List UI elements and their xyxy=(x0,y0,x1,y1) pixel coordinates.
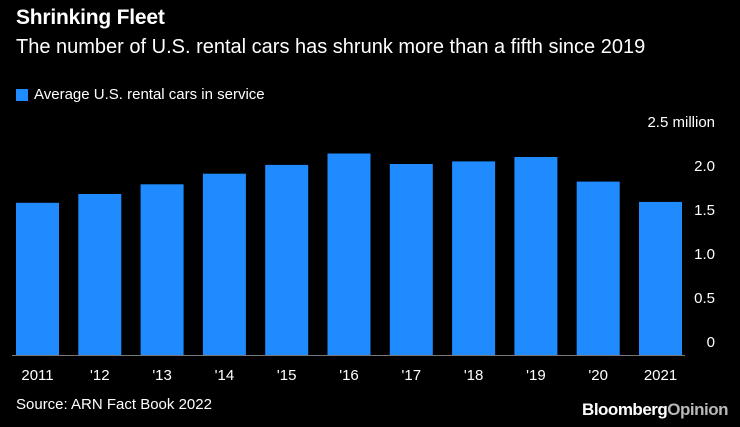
x-tick-label: 2021 xyxy=(644,367,677,384)
brand-secondary: Opinion xyxy=(667,400,728,419)
x-tick-label: '14 xyxy=(215,367,235,384)
x-tick-label: '18 xyxy=(464,367,484,384)
legend-swatch xyxy=(16,88,28,101)
y-tick-label: 1.5 xyxy=(694,202,715,219)
x-tick-label: 2011 xyxy=(21,367,53,384)
source-note: Source: ARN Fact Book 2022 xyxy=(16,396,212,413)
x-tick-label: '12 xyxy=(90,367,110,384)
x-tick-label: '13 xyxy=(152,367,172,384)
x-tick-label: '16 xyxy=(339,367,359,384)
y-tick-label: 1.0 xyxy=(694,246,715,263)
x-tick-label: '20 xyxy=(588,367,608,384)
bar-2 xyxy=(140,184,184,355)
bar-5 xyxy=(327,153,371,355)
bar-6 xyxy=(389,164,433,355)
brand-logo: BloombergOpinion xyxy=(582,400,728,420)
bar-4 xyxy=(265,164,309,355)
chart-legend: Average U.S. rental cars in service xyxy=(16,86,265,103)
y-tick-label: 0 xyxy=(707,334,715,351)
x-tick-label: '17 xyxy=(402,367,422,384)
bar-1 xyxy=(78,194,122,355)
x-tick-label: '15 xyxy=(277,367,297,384)
y-tick-label: 2.5 million xyxy=(647,114,715,131)
y-tick-label: 0.5 xyxy=(694,290,715,307)
chart-subtitle: The number of U.S. rental cars has shrun… xyxy=(16,36,646,58)
bar-8 xyxy=(514,157,558,355)
brand-main: Bloomberg xyxy=(582,400,668,419)
bar-3 xyxy=(202,173,246,355)
bar-0 xyxy=(16,202,59,355)
bar-9 xyxy=(576,181,620,355)
y-tick-label: 2.0 xyxy=(694,158,715,175)
legend-label: Average U.S. rental cars in service xyxy=(34,86,265,103)
bar-10 xyxy=(639,201,682,355)
x-tick-label: '19 xyxy=(526,367,546,384)
chart-title: Shrinking Fleet xyxy=(16,6,165,29)
bar-7 xyxy=(452,161,496,355)
